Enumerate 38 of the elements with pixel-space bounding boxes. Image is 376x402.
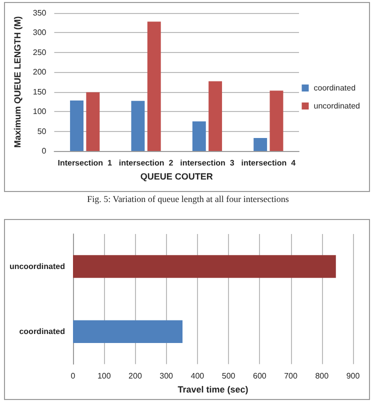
bar: [192, 121, 206, 151]
caption: Fig. 5: Variation of queue length at all four intersections: [86, 194, 290, 204]
y-tick-label: 250: [32, 48, 47, 57]
y-tick-label: 300: [32, 28, 47, 38]
x-tick-label: 100: [97, 372, 112, 381]
x-tick-label: intersection 4: [241, 158, 296, 168]
bar: [254, 138, 268, 151]
x-tick-label: 600: [252, 372, 267, 381]
bar: [86, 92, 100, 151]
y-tick-label: 50: [37, 126, 47, 136]
x-tick-label: intersection 2: [118, 158, 174, 168]
legend-label: uncordinated: [314, 102, 360, 110]
x-axis-title: Travel time (sec): [178, 384, 248, 394]
legend-label: coordinated: [314, 84, 356, 92]
x-tick-label: Intersection 1: [58, 158, 113, 168]
x-tick-label: intersection 3: [180, 158, 235, 168]
x-tick-label: 300: [160, 372, 174, 381]
x-axis-title: QUEUE COUTER: [140, 171, 214, 182]
y-tick-label: uncoordinated: [9, 262, 66, 272]
bar: [131, 100, 145, 151]
x-tick-label: 200: [128, 372, 142, 381]
x-tick-label: 500: [222, 372, 236, 381]
y-tick-label: 0: [42, 146, 47, 156]
y-axis-title: Maximum QUEUE LENGTH (M): [12, 16, 22, 148]
x-tick-label: 0: [70, 372, 76, 381]
y-tick-label: 350: [32, 8, 47, 18]
x-tick-label: 400: [190, 372, 205, 381]
y-tick-label: 150: [32, 87, 47, 96]
x-tick-label: 800: [315, 372, 330, 381]
y-tick-label: coordinated: [19, 327, 66, 336]
y-tick-label: 100: [32, 107, 47, 116]
y-tick-label: 200: [32, 68, 47, 77]
bar: [147, 22, 161, 151]
bar: [70, 100, 84, 151]
bar: [270, 90, 284, 151]
x-tick-label: 700: [284, 372, 298, 381]
x-tick-label: 900: [346, 372, 360, 381]
bar: [208, 81, 222, 151]
